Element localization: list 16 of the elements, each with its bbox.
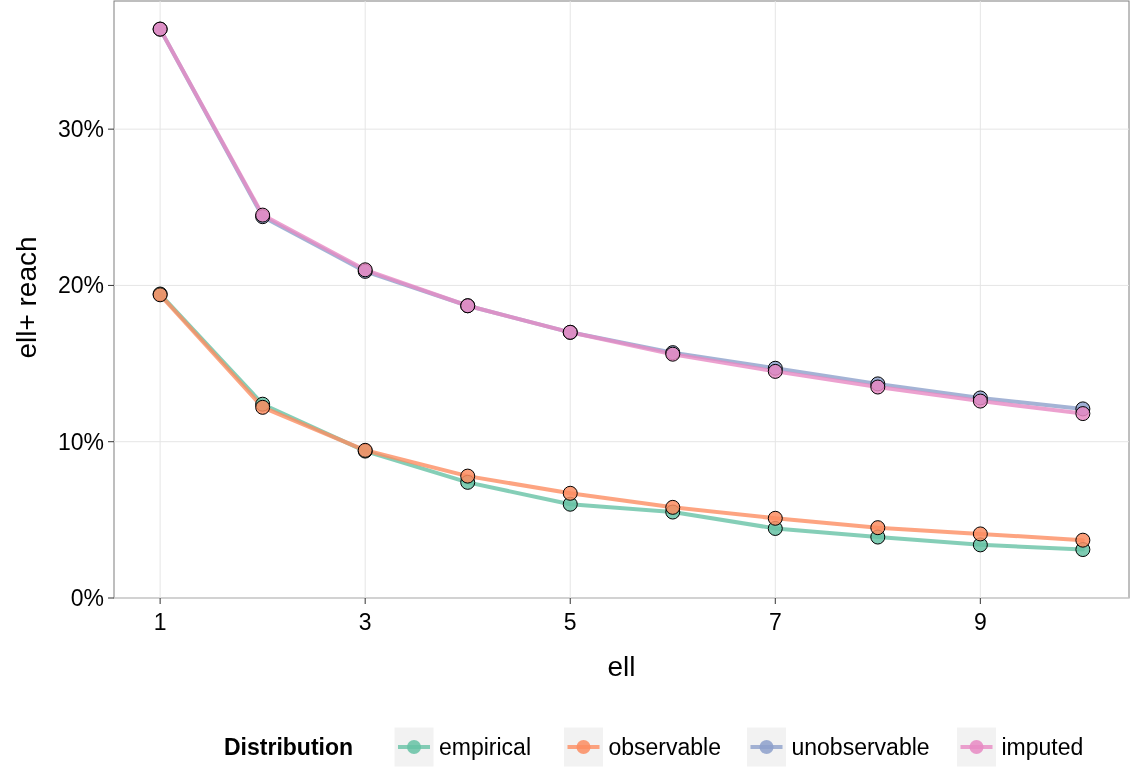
legend-title: Distribution [224, 734, 354, 761]
legend-label: observable [608, 734, 722, 761]
legend-label: empirical [439, 734, 532, 761]
legend-label: unobservable [791, 734, 930, 761]
x-tick-label: 9 [973, 609, 987, 635]
y-tick-label: 20% [57, 272, 104, 299]
y-tick-label: 0% [70, 585, 104, 612]
x-tick-label: 3 [358, 609, 372, 635]
x-tick-label: 1 [153, 609, 167, 635]
x-axis-title: ell [607, 651, 636, 682]
y-tick-label: 10% [57, 428, 104, 455]
legend-label: imputed [1001, 734, 1084, 761]
x-tick-label: 5 [563, 609, 577, 635]
y-tick-label: 30% [57, 116, 104, 143]
x-tick-label: 7 [768, 609, 782, 635]
y-axis-title: ell+ reach [11, 236, 42, 359]
